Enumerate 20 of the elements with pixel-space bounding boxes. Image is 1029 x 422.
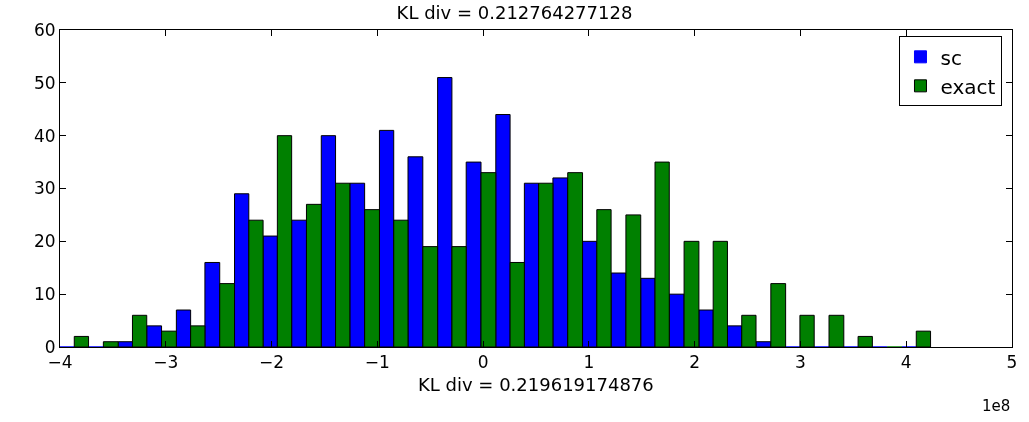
chart-title: KL div = 0.212764277128 xyxy=(396,1,633,23)
y-tick-label: 40 xyxy=(33,125,56,146)
y-tick-label: 30 xyxy=(33,178,56,199)
x-tick-label: 3 xyxy=(795,352,806,373)
x-tick-label: 4 xyxy=(900,352,912,373)
y-tick-label: 20 xyxy=(33,231,56,252)
legend-label: sc xyxy=(940,45,962,70)
x-tick-label: 5 xyxy=(1006,352,1018,373)
text: 1e8 xyxy=(982,397,1011,415)
x-tick-label: −2 xyxy=(259,352,285,373)
y-tick-label: 60 xyxy=(33,19,56,40)
x-tick-label: −3 xyxy=(153,352,179,373)
x-tick-label: −1 xyxy=(364,352,390,373)
legend-label: exact xyxy=(940,74,996,99)
y-tick-label: 50 xyxy=(33,72,56,93)
y-tick-label: 10 xyxy=(33,284,56,305)
text: KL div = 0.219619174876 xyxy=(418,374,654,395)
x-tick-label: 2 xyxy=(689,352,701,373)
x-tick-label: 1 xyxy=(583,352,595,373)
x-tick-label: 0 xyxy=(477,352,489,373)
